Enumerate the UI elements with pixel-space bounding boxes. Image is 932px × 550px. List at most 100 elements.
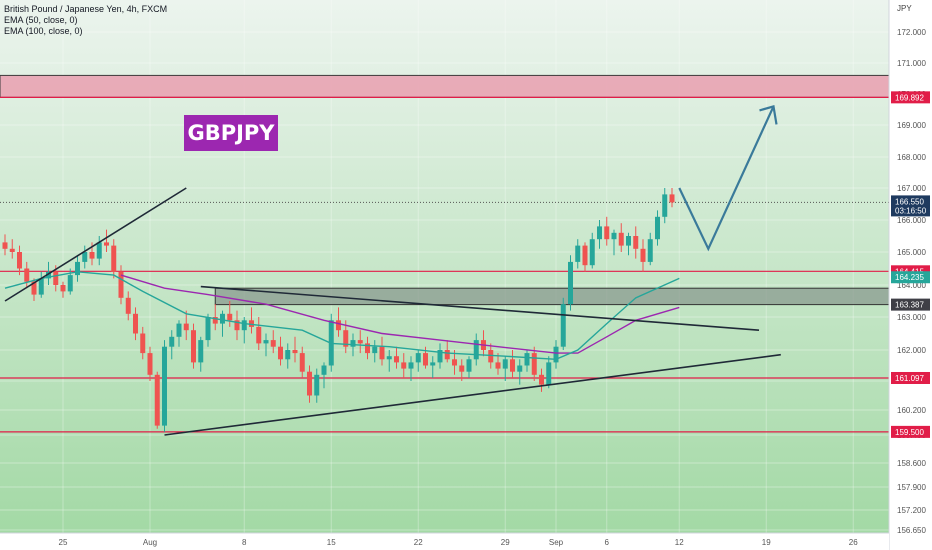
candle-body	[205, 317, 211, 341]
candle-body	[357, 340, 363, 344]
candle-body	[662, 194, 668, 217]
price-tag-label: 169.892	[895, 93, 924, 102]
candle-body	[408, 362, 414, 369]
candle-body	[531, 353, 537, 375]
candle-body	[241, 320, 247, 331]
candle-body	[125, 297, 131, 314]
price-tag-box	[891, 271, 930, 284]
candle-body	[9, 248, 15, 252]
candle-body	[234, 320, 240, 331]
ema100-legend[interactable]: EMA (100, close, 0)	[4, 26, 83, 36]
candle-body	[31, 281, 37, 295]
candle-body	[118, 271, 124, 298]
candle-body	[524, 353, 530, 366]
candle-body	[46, 271, 51, 279]
candle-body	[336, 320, 341, 331]
candle-body	[212, 317, 218, 324]
candle-body	[517, 365, 523, 372]
candle-body	[437, 350, 443, 363]
time-tick-label: 15	[327, 538, 336, 547]
candle-body	[386, 356, 392, 360]
candle-body	[568, 261, 573, 305]
time-tick-label: 19	[762, 538, 771, 547]
candle-body	[176, 323, 182, 337]
price-tick-label: 164.000	[897, 281, 926, 290]
candle-body	[647, 239, 653, 262]
candle-body	[220, 313, 225, 324]
candle-body	[597, 226, 602, 240]
candle-body	[379, 346, 385, 360]
candle-body	[53, 271, 59, 285]
price-tick-label: 160.200	[897, 406, 926, 415]
trendline	[164, 353, 781, 436]
price-tag-label: 161.097	[895, 374, 924, 383]
candle-body	[133, 313, 138, 334]
candle-body	[640, 248, 646, 262]
candle-body	[466, 359, 472, 372]
candle-body	[198, 340, 204, 363]
time-tick-label: 22	[414, 538, 423, 547]
time-tick-label: Sep	[549, 538, 564, 547]
candle-body	[140, 333, 146, 354]
price-tick-label: 157.200	[897, 506, 926, 515]
candle-body	[314, 374, 320, 396]
candle-body	[452, 359, 457, 366]
candle-body	[75, 261, 80, 276]
time-tick-label: 25	[59, 538, 68, 547]
price-tag-box	[891, 298, 930, 311]
time-tick-label: 6	[605, 538, 610, 547]
candle-body	[154, 374, 160, 426]
candle-body	[488, 350, 494, 363]
candle-body	[372, 346, 378, 354]
candle-body	[227, 313, 233, 321]
time-axis-panel	[0, 533, 889, 550]
candle-body	[633, 236, 639, 249]
candle-body	[38, 278, 44, 295]
candle-body	[321, 365, 327, 375]
candle-body	[423, 353, 428, 366]
candle-body	[589, 239, 595, 266]
countdown-label: 03:16:50	[895, 206, 927, 215]
price-tick-label: 162.000	[897, 346, 926, 355]
candle-body	[343, 330, 349, 347]
candle-body	[191, 330, 196, 363]
price-tick-label: 165.000	[897, 248, 926, 257]
trendline	[4, 187, 187, 302]
price-tick-label: 172.000	[897, 28, 926, 37]
candle-body	[582, 245, 588, 266]
time-tick-label: 8	[242, 538, 247, 547]
price-tick-label: 158.600	[897, 459, 926, 468]
price-tick-label: 166.000	[897, 216, 926, 225]
price-tag-box	[891, 425, 930, 438]
candle-body	[546, 362, 552, 385]
candle-body	[401, 362, 407, 369]
candle-body	[162, 346, 167, 426]
candle-body	[473, 340, 479, 360]
candle-body	[655, 216, 660, 240]
last-price-label: 166.550	[895, 197, 924, 206]
candle-body	[307, 371, 312, 396]
price-tag-box	[891, 91, 930, 104]
time-tick-label: Aug	[143, 538, 157, 547]
candle-body	[430, 362, 436, 366]
candle-body	[2, 242, 8, 249]
candle-body	[575, 245, 581, 262]
candle-body	[249, 320, 254, 327]
price-tick-label: 157.900	[897, 483, 926, 492]
candle-body	[553, 346, 559, 363]
price-tick-label: 163.000	[897, 313, 926, 322]
last-price-tag-box	[891, 195, 930, 217]
candle-body	[89, 252, 95, 259]
candle-body	[147, 353, 153, 375]
projection-path	[678, 105, 775, 252]
symbol-title[interactable]: British Pound / Japanese Yen, 4h, FXCM	[4, 4, 168, 14]
chart-legend: British Pound / Japanese Yen, 4h, FXCM E…	[4, 4, 167, 37]
candle-body	[539, 374, 544, 385]
ema50-legend[interactable]: EMA (50, close, 0)	[4, 15, 78, 25]
price-tag-box	[891, 371, 930, 384]
price-tick-label: 156.650	[897, 526, 926, 535]
candle-body	[169, 336, 175, 347]
candle-body	[24, 268, 30, 282]
